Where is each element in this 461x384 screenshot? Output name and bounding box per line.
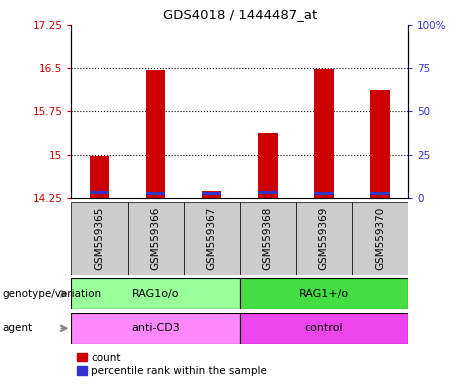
Text: RAG1o/o: RAG1o/o (132, 289, 179, 299)
Bar (146, 70, 165, 198)
Text: GSM559367: GSM559367 (207, 206, 217, 270)
Bar (240, 278, 408, 309)
Legend: count, percentile rank within the sample: count, percentile rank within the sample (77, 353, 267, 376)
Bar (90, 156, 109, 198)
Bar (202, 192, 221, 195)
Bar (71, 313, 240, 344)
Text: genotype/variation: genotype/variation (2, 289, 101, 299)
Bar (146, 192, 165, 195)
Bar (352, 202, 408, 275)
Bar (296, 202, 352, 275)
Bar (370, 90, 390, 198)
Text: GSM559365: GSM559365 (95, 206, 105, 270)
Bar (202, 192, 221, 198)
Bar (314, 69, 334, 198)
Title: GDS4018 / 1444487_at: GDS4018 / 1444487_at (163, 8, 317, 21)
Text: RAG1+/o: RAG1+/o (299, 289, 349, 299)
Text: agent: agent (2, 323, 32, 333)
Bar (370, 192, 390, 195)
Text: GSM559366: GSM559366 (151, 206, 160, 270)
Bar (258, 133, 278, 198)
Text: GSM559370: GSM559370 (375, 207, 385, 270)
Text: GSM559368: GSM559368 (263, 206, 273, 270)
Bar (71, 278, 240, 309)
Text: anti-CD3: anti-CD3 (131, 323, 180, 333)
Bar (183, 202, 240, 275)
Bar (240, 202, 296, 275)
Bar (90, 190, 109, 194)
Text: control: control (305, 323, 343, 333)
Bar (314, 192, 334, 195)
Bar (240, 313, 408, 344)
Text: GSM559369: GSM559369 (319, 206, 329, 270)
Bar (71, 202, 128, 275)
Bar (128, 202, 183, 275)
Bar (258, 190, 278, 194)
